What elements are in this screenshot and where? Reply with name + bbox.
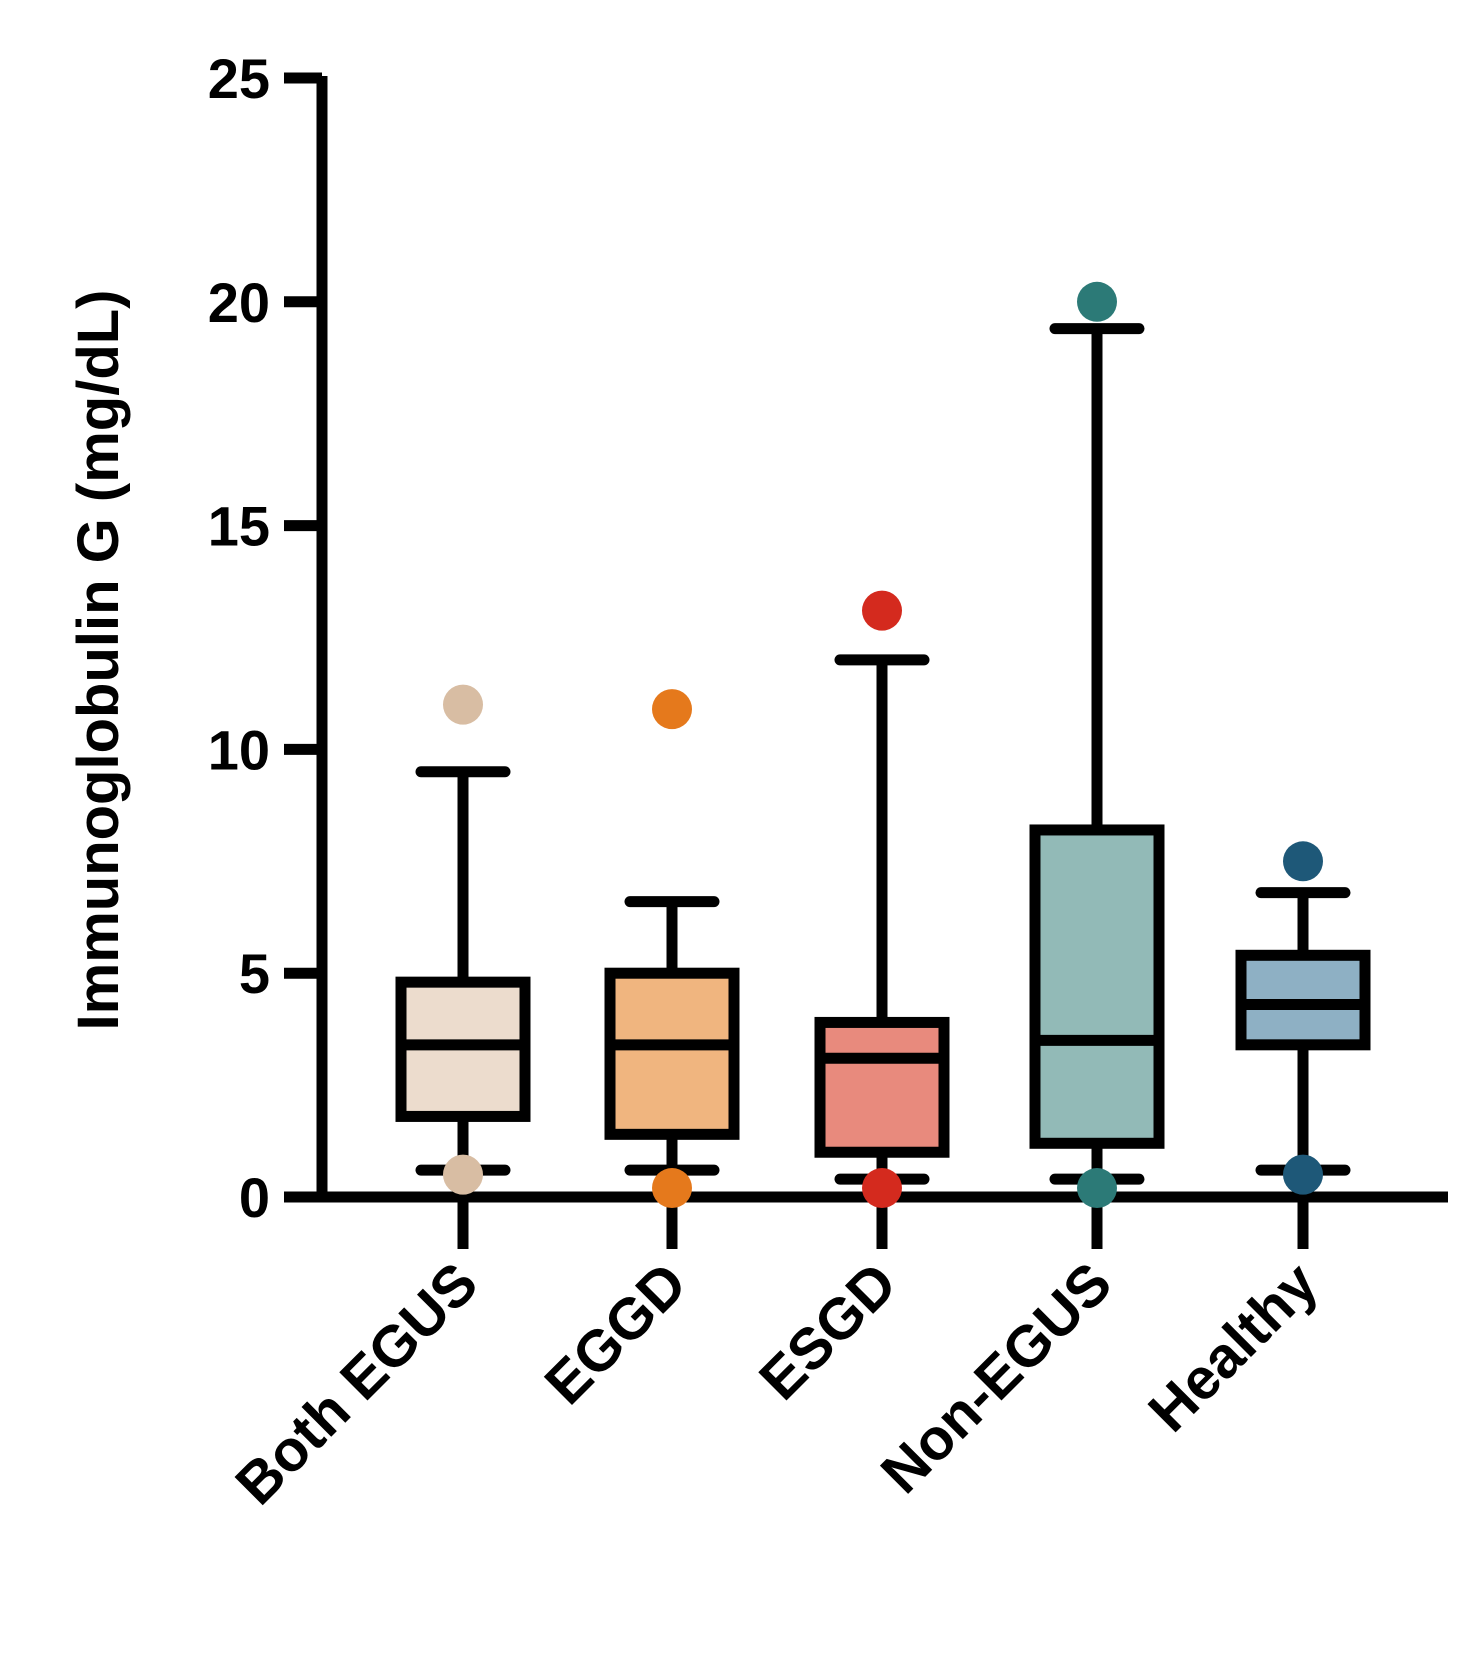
outlier-point (1077, 1168, 1117, 1209)
box (604, 967, 740, 1140)
box (1029, 824, 1165, 1149)
box (814, 1016, 950, 1158)
y-tick-label: 20 (208, 271, 270, 334)
outlier-point (652, 689, 692, 730)
outlier-point (862, 590, 902, 631)
x-category-label: Non-EGUS (869, 1250, 1125, 1506)
outlier-point (1077, 281, 1117, 322)
box-group-eggd (604, 689, 740, 1209)
outlier-point (443, 684, 483, 725)
box-group-esgd (814, 590, 950, 1209)
box-group-non-egus (1029, 281, 1165, 1209)
y-tick-label: 15 (208, 495, 270, 558)
boxes (395, 281, 1371, 1209)
x-category-label: EGGD (532, 1250, 699, 1417)
x-category-label: Healthy (1136, 1250, 1330, 1444)
outlier-point (1283, 1154, 1323, 1195)
y-tick-label: 0 (239, 1166, 270, 1229)
x-category-label: Both EGUS (223, 1250, 490, 1517)
y-tick-label: 25 (208, 47, 270, 110)
outlier-point (652, 1168, 692, 1209)
y-axis-title: Immunoglobulin G (mg/dL) (66, 290, 131, 1031)
outlier-point (862, 1168, 902, 1209)
box-group-both-egus (395, 684, 531, 1195)
outlier-point (1283, 841, 1323, 882)
box-group-healthy (1235, 841, 1371, 1195)
outlier-point (443, 1154, 483, 1195)
y-tick-label: 5 (239, 942, 270, 1005)
y-tick-label: 10 (208, 718, 270, 781)
x-category-label: ESGD (747, 1250, 909, 1412)
